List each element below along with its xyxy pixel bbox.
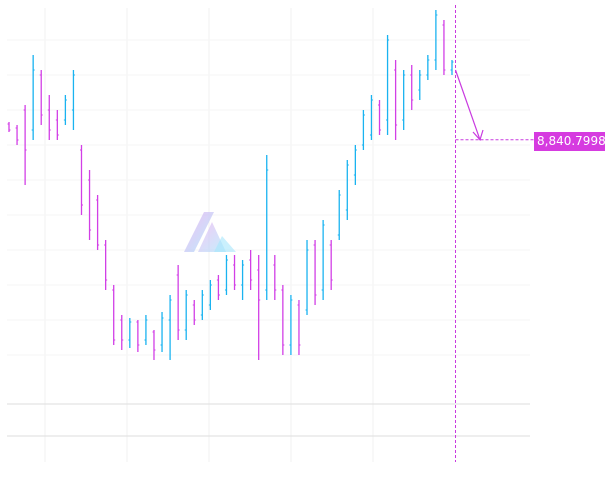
ohlc-bar bbox=[184, 290, 188, 340]
ohlc-bar bbox=[168, 295, 172, 360]
arrow-head-icon bbox=[472, 129, 484, 141]
ohlc-bar bbox=[450, 60, 454, 75]
ohlc-bar bbox=[345, 160, 349, 220]
ohlc-bar bbox=[273, 255, 277, 300]
ohlc-bar bbox=[224, 255, 228, 295]
crosshair-overlay bbox=[454, 5, 534, 462]
watermark-logo-icon bbox=[184, 212, 236, 252]
grid bbox=[7, 8, 530, 462]
ohlc-bar bbox=[55, 110, 59, 140]
ohlc-bar bbox=[120, 315, 124, 350]
ohlc-bar bbox=[281, 285, 285, 355]
ohlc-bar bbox=[418, 70, 422, 100]
ohlc-bar bbox=[321, 220, 325, 300]
ohlc-bar bbox=[289, 295, 293, 355]
ohlc-bar bbox=[128, 318, 132, 348]
projection-price-label: 8,840.7998 bbox=[534, 132, 605, 151]
ohlc-bar bbox=[442, 20, 446, 75]
ohlc-bar bbox=[337, 190, 341, 240]
ohlc-bar bbox=[434, 10, 438, 70]
ohlc-bar bbox=[257, 255, 261, 360]
ohlc-bar bbox=[426, 55, 430, 80]
ohlc-bar bbox=[378, 100, 382, 135]
ohlc-bar bbox=[200, 290, 204, 320]
projection-arrow-line bbox=[454, 69, 481, 140]
ohlc-bar bbox=[329, 240, 333, 290]
ohlc-bar bbox=[23, 105, 27, 185]
ohlc-bar bbox=[249, 250, 253, 290]
ohlc-bar bbox=[353, 145, 357, 185]
ohlc-bar bbox=[96, 195, 100, 250]
ohlc-bar bbox=[104, 240, 108, 290]
ohlc-bar bbox=[47, 95, 51, 140]
ohlc-bar bbox=[386, 35, 390, 135]
ohlc-bar bbox=[305, 240, 309, 315]
ohlc-bar bbox=[112, 285, 116, 345]
ohlc-bar bbox=[63, 95, 67, 125]
ohlc-bar bbox=[233, 255, 237, 290]
ohlc-bar bbox=[71, 70, 75, 130]
ohlc-bar bbox=[88, 170, 92, 240]
ohlc-bar bbox=[192, 300, 196, 325]
ohlc-bar bbox=[241, 260, 245, 300]
ohlc-bar bbox=[15, 125, 19, 145]
ohlc-bar bbox=[216, 275, 220, 300]
ohlc-bar bbox=[402, 70, 406, 130]
ohlc-bar bbox=[144, 315, 148, 345]
ohlc-bar bbox=[79, 145, 83, 215]
ohlc-bar bbox=[313, 240, 317, 305]
ohlc-bar bbox=[394, 60, 398, 140]
ohlc-bar bbox=[410, 65, 414, 110]
ohlc-bar bbox=[160, 312, 164, 352]
ohlc-bar bbox=[297, 300, 301, 355]
ohlc-bar bbox=[176, 265, 180, 340]
ohlc-bar bbox=[265, 155, 269, 300]
ohlc-bar bbox=[369, 95, 373, 140]
ohlc-bar bbox=[208, 280, 212, 310]
ohlc-bar bbox=[152, 330, 156, 360]
ohlc-bar bbox=[7, 122, 11, 132]
ohlc-bar bbox=[361, 110, 365, 150]
ohlc-bar bbox=[31, 55, 35, 140]
ohlc-bars bbox=[7, 10, 454, 360]
ohlc-bar bbox=[39, 70, 43, 125]
ohlc-bar bbox=[136, 320, 140, 352]
